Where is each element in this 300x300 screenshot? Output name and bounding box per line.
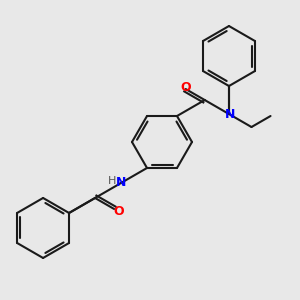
Text: N: N (116, 176, 126, 190)
Text: O: O (180, 80, 191, 94)
Text: O: O (114, 206, 124, 218)
Text: N: N (225, 107, 235, 121)
Text: H: H (108, 176, 116, 186)
